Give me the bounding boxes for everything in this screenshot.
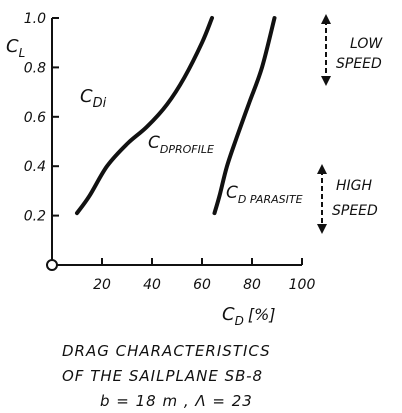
x-tick-label: 80 (243, 277, 261, 293)
label-cd-profile-base: C (148, 133, 160, 153)
x-tick-label: 100 (289, 277, 316, 293)
label-cd-profile: CDPROFILE (148, 133, 214, 156)
x-tick-label: 40 (143, 277, 161, 293)
high-speed-annotation: HIGH SPEED (317, 164, 378, 234)
label-cd-parasite: CD PARASITE (226, 183, 303, 206)
y-tick-label: 0.4 (24, 159, 46, 175)
x-axis-ticks: 20 40 60 80 100 (93, 258, 315, 293)
x-tick-label: 20 (93, 277, 111, 293)
x-tick-label: 60 (193, 277, 211, 293)
label-cd-parasite-base: C (226, 183, 238, 203)
y-tick-label: 0.2 (24, 209, 46, 225)
y-axis-label-base: C (6, 36, 19, 57)
label-cd-parasite-sub: D PARASITE (238, 193, 303, 206)
y-axis-ticks: 0.2 0.4 0.6 0.8 1.0 (24, 11, 59, 225)
caption-line-2: OF THE SAILPLANE SB-8 (62, 367, 263, 385)
low-speed-line1: LOW (350, 36, 383, 52)
y-tick-label: 1.0 (24, 11, 46, 27)
high-speed-line2: SPEED (332, 203, 378, 219)
arrow-down-icon (321, 76, 331, 86)
arrow-up-icon (317, 164, 327, 174)
label-cdi-base: C (80, 86, 93, 107)
caption-line-1: DRAG CHARACTERISTICS (62, 342, 271, 360)
x-axis-label: CD [%] (222, 304, 276, 328)
y-tick-label: 0.6 (24, 110, 46, 126)
y-axis-label-sub: L (19, 46, 26, 60)
x-axis-label-unit: [%] (248, 305, 276, 324)
high-speed-line1: HIGH (336, 178, 373, 194)
x-axis-label-sub: D (235, 314, 244, 328)
label-cdi: CDi (80, 86, 107, 111)
low-speed-line2: SPEED (336, 56, 382, 72)
label-cdi-sub: Di (93, 96, 107, 111)
arrow-down-icon (317, 224, 327, 234)
curve-profile-parasite-drag (212, 16, 277, 216)
origin-marker (46, 259, 58, 271)
x-axis-label-base: C (222, 304, 235, 325)
arrow-up-icon (321, 14, 331, 24)
label-cd-profile-sub: DPROFILE (160, 143, 214, 156)
y-tick-label: 0.8 (24, 60, 46, 76)
caption-line-3: b = 18 m , Λ = 23 (100, 392, 253, 410)
curve-induced-drag (75, 16, 214, 216)
low-speed-annotation: LOW SPEED (321, 14, 383, 86)
y-axis-label: CL (6, 36, 25, 60)
